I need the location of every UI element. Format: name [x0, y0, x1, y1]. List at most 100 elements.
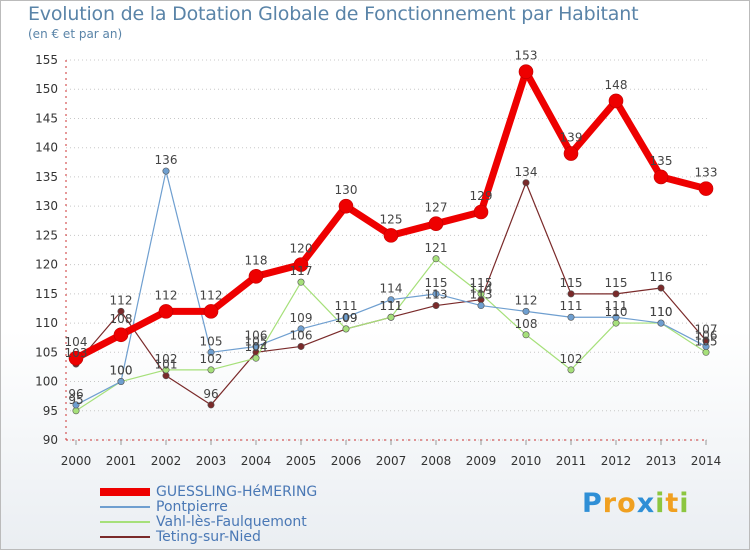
- data-label: 115: [605, 276, 628, 290]
- data-label: 111: [605, 299, 628, 313]
- data-label: 102: [200, 352, 223, 366]
- legend-swatch: [100, 535, 150, 538]
- data-point: [698, 181, 714, 196]
- data-point: [207, 348, 215, 356]
- data-point: [428, 216, 444, 231]
- x-tick-label: 2012: [601, 454, 632, 468]
- data-point: [342, 325, 350, 333]
- logo-letter: i: [679, 488, 690, 519]
- data-label: 95: [68, 393, 83, 407]
- data-label: 96: [203, 387, 218, 401]
- data-label: 109: [335, 311, 358, 325]
- data-point: [338, 198, 354, 214]
- data-point: [702, 342, 710, 350]
- chart-title: Evolution de la Dotation Globale de Fonc…: [28, 3, 639, 25]
- legend-item: Pontpierre: [100, 499, 317, 515]
- legend-item: Vahl-lès-Faulquemont: [100, 514, 317, 530]
- data-label: 111: [380, 299, 403, 313]
- data-point: [657, 319, 665, 327]
- data-point: [563, 146, 579, 161]
- data-label: 105: [245, 334, 268, 348]
- data-label: 105: [200, 334, 223, 348]
- data-point: [72, 407, 80, 415]
- data-point: [162, 366, 170, 374]
- data-point: [522, 179, 530, 187]
- data-point: [158, 304, 174, 319]
- x-tick-label: 2013: [646, 454, 677, 468]
- logo-letter: x: [636, 488, 656, 519]
- logo-letter: P: [582, 488, 603, 519]
- data-label: 115: [425, 276, 448, 290]
- data-label: 114: [470, 282, 493, 296]
- data-point: [612, 290, 620, 298]
- y-tick-label: 125: [35, 228, 58, 242]
- x-tick-label: 2004: [241, 454, 272, 468]
- y-tick-label: 115: [35, 287, 58, 301]
- data-point: [387, 313, 395, 321]
- data-point: [252, 342, 260, 350]
- data-point: [297, 325, 305, 333]
- data-point: [207, 366, 215, 374]
- data-point: [567, 313, 575, 321]
- x-tick-label: 2005: [286, 454, 317, 468]
- data-label: 101: [155, 358, 178, 372]
- data-label: 136: [155, 153, 178, 167]
- y-tick-label: 130: [35, 199, 58, 213]
- x-tick-label: 2008: [421, 454, 452, 468]
- data-point: [518, 64, 534, 79]
- y-tick-label: 135: [35, 170, 58, 184]
- data-point: [702, 348, 710, 356]
- data-label: 106: [695, 328, 718, 342]
- data-label: 121: [425, 241, 448, 255]
- data-label: 129: [470, 189, 493, 203]
- data-label: 109: [290, 311, 313, 325]
- data-label: 115: [470, 276, 493, 290]
- data-point: [117, 378, 125, 386]
- data-label: 139: [560, 131, 583, 145]
- data-point: [522, 331, 530, 339]
- data-point: [297, 342, 305, 350]
- y-tick-label: 100: [35, 375, 58, 389]
- x-tick-label: 2003: [196, 454, 227, 468]
- data-label: 110: [605, 305, 628, 319]
- x-tick-label: 2001: [106, 454, 137, 468]
- data-label: 109: [335, 311, 358, 325]
- x-tick-label: 2006: [331, 454, 362, 468]
- data-label: 102: [155, 352, 178, 366]
- data-point: [612, 319, 620, 327]
- data-label: 100: [110, 364, 133, 378]
- data-point: [657, 284, 665, 292]
- data-label: 104: [245, 340, 268, 354]
- legend-swatch: [100, 520, 150, 523]
- data-label: 110: [650, 305, 673, 319]
- logo-letter: t: [665, 488, 680, 519]
- legend-item: GUESSLING-HéMERING: [100, 484, 317, 500]
- data-point: [297, 278, 305, 286]
- data-point: [432, 255, 440, 263]
- data-label: 106: [290, 328, 313, 342]
- legend-swatch: [100, 487, 150, 496]
- data-point: [203, 304, 219, 319]
- x-tick-label: 2007: [376, 454, 407, 468]
- data-point: [477, 290, 485, 298]
- x-tick-label: 2009: [466, 454, 497, 468]
- data-point: [567, 290, 575, 298]
- data-point: [477, 302, 485, 310]
- y-tick-label: 105: [35, 345, 58, 359]
- data-label: 148: [605, 78, 628, 92]
- data-point: [432, 302, 440, 310]
- y-tick-label: 145: [35, 111, 58, 125]
- y-tick-label: 120: [35, 258, 58, 272]
- data-point: [383, 228, 399, 243]
- data-point: [522, 307, 530, 315]
- legend-item: Teting-sur-Nied: [100, 529, 317, 545]
- data-label: 102: [560, 352, 583, 366]
- data-label: 111: [335, 299, 358, 313]
- data-label: 127: [425, 201, 448, 215]
- data-label: 96: [68, 387, 83, 401]
- data-label: 100: [110, 364, 133, 378]
- data-label: 104: [65, 335, 88, 349]
- data-label: 118: [245, 253, 268, 267]
- data-label: 113: [470, 288, 493, 302]
